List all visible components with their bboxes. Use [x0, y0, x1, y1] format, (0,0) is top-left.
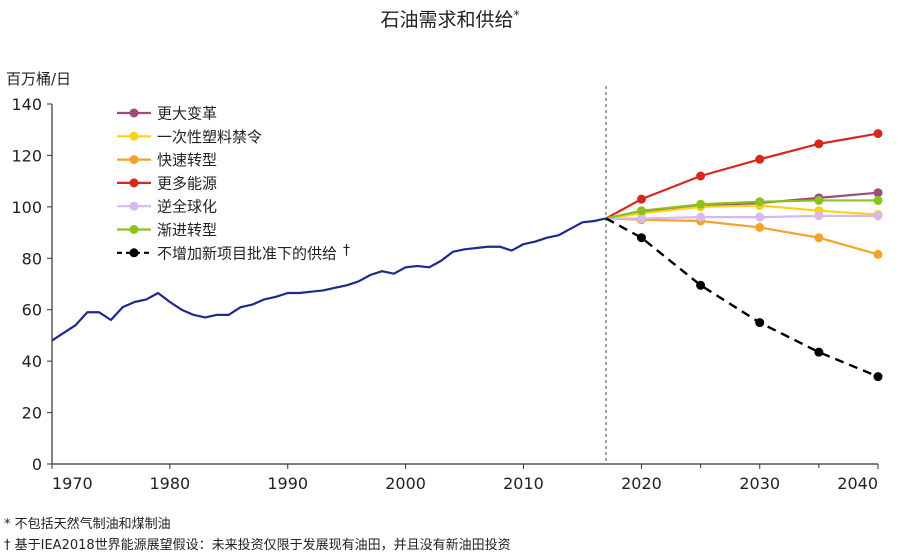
series-point — [636, 233, 646, 243]
x-tick-label: 2000 — [385, 474, 426, 493]
legend-item: 快速转型 — [117, 151, 217, 169]
legend-label: 一次性塑料禁令 — [157, 128, 262, 146]
legend-label: 快速转型 — [157, 151, 217, 169]
series-5 — [605, 195, 883, 220]
series-point — [696, 212, 706, 222]
legend-item: 一次性塑料禁令 — [117, 128, 262, 146]
legend-label: 更多能源 — [157, 174, 217, 192]
y-tick-label: 100 — [11, 198, 42, 217]
legend-swatch-point — [129, 178, 139, 188]
series-point — [873, 195, 883, 205]
legend-label-text: 逆全球化 — [157, 198, 217, 216]
y-tick-label: 20 — [22, 404, 42, 423]
x-tick-label: 2020 — [621, 474, 662, 493]
series-point — [814, 139, 824, 149]
y-ticks: 0 20 40 60 80 100 120 140 — [11, 95, 52, 474]
series-6 — [605, 217, 883, 382]
legend-label: 更大变革 — [157, 105, 217, 123]
legend-label-text: 更多能源 — [157, 174, 217, 192]
series-point — [696, 199, 706, 209]
series-point — [636, 213, 646, 223]
series-point — [873, 129, 883, 139]
y-tick-label: 80 — [22, 249, 42, 268]
legend-item: 逆全球化 — [117, 198, 217, 216]
legend-label-text: 一次性塑料禁令 — [157, 128, 262, 146]
series-line — [605, 199, 878, 220]
series-point — [636, 206, 646, 216]
series-point — [696, 280, 706, 290]
legend-label: 渐进转型 — [157, 221, 217, 239]
series-2 — [605, 215, 883, 259]
x-tick-label: 2040 — [837, 474, 878, 493]
series-point — [814, 211, 824, 221]
series-line — [606, 214, 878, 220]
series-line — [605, 217, 879, 256]
legend-label-mark: † — [343, 242, 350, 258]
series-point — [814, 347, 824, 357]
series-point — [755, 212, 765, 222]
x-tick-label: 1970 — [52, 474, 93, 493]
series-point — [814, 195, 824, 205]
footnote-1: * 不包括天然气制油和煤制油 — [4, 516, 171, 532]
series-point — [755, 318, 765, 328]
series-line — [605, 132, 879, 220]
legend-item: 渐进转型 — [117, 221, 217, 239]
x-tick-label: 2010 — [503, 474, 544, 493]
series-point — [755, 222, 765, 232]
legend-swatch-point — [129, 155, 139, 165]
y-axis-label: 百万桶/日 — [6, 70, 71, 88]
series-3 — [605, 129, 883, 220]
x-tick-label: 2030 — [739, 474, 780, 493]
series-point — [873, 211, 883, 221]
legend-label-text: 不增加新项目批准下的供给 — [157, 244, 337, 262]
series-point — [755, 154, 765, 164]
legend-label: 逆全球化 — [157, 198, 217, 216]
y-tick-label: 0 — [32, 455, 42, 474]
chart-title: 石油需求和供给* — [380, 8, 519, 31]
series-point — [814, 233, 824, 243]
series-lines — [51, 129, 883, 382]
history-line — [51, 217, 607, 342]
series-point — [636, 194, 646, 204]
legend-swatch-point — [129, 225, 139, 234]
legend-swatch-point — [129, 131, 139, 141]
legend-swatch-point — [129, 248, 139, 258]
x-tick-label: 1980 — [150, 474, 191, 493]
series-point — [696, 171, 706, 181]
legend-swatch-point — [129, 201, 139, 211]
series-line — [605, 217, 879, 378]
series-point — [873, 188, 883, 198]
legend-item: 不增加新项目批准下的供给 † — [117, 242, 350, 262]
axes — [51, 104, 878, 465]
footnote-2: † 基于IEA2018世界能源展望假设：未来投资仅限于发展现有油田，并且没有新油… — [4, 537, 511, 553]
series-point — [873, 249, 883, 259]
x-tick-label: 1990 — [267, 474, 308, 493]
series-point — [755, 197, 765, 207]
legend-label-text: 快速转型 — [157, 151, 217, 169]
legend-label: 不增加新项目批准下的供给 † — [157, 242, 350, 262]
series-point — [873, 372, 883, 382]
y-tick-label: 40 — [22, 352, 42, 371]
y-tick-label: 120 — [11, 146, 42, 165]
legend-swatch-point — [129, 108, 139, 118]
legend-label-text: 渐进转型 — [157, 221, 217, 239]
legend-label-text: 更大变革 — [157, 105, 217, 123]
series-line — [605, 204, 879, 220]
legend-item: 更大变革 — [117, 105, 217, 123]
y-tick-label: 140 — [11, 95, 42, 114]
legend-item: 更多能源 — [117, 174, 217, 192]
series-4 — [606, 211, 883, 223]
x-ticks: 1970 1980 1990 2000 2010 2020 2030 2040 — [51, 464, 879, 493]
chart-title-mark: * — [514, 8, 520, 22]
y-tick-label: 60 — [22, 301, 42, 320]
chart-title-text: 石油需求和供给 — [380, 9, 513, 31]
